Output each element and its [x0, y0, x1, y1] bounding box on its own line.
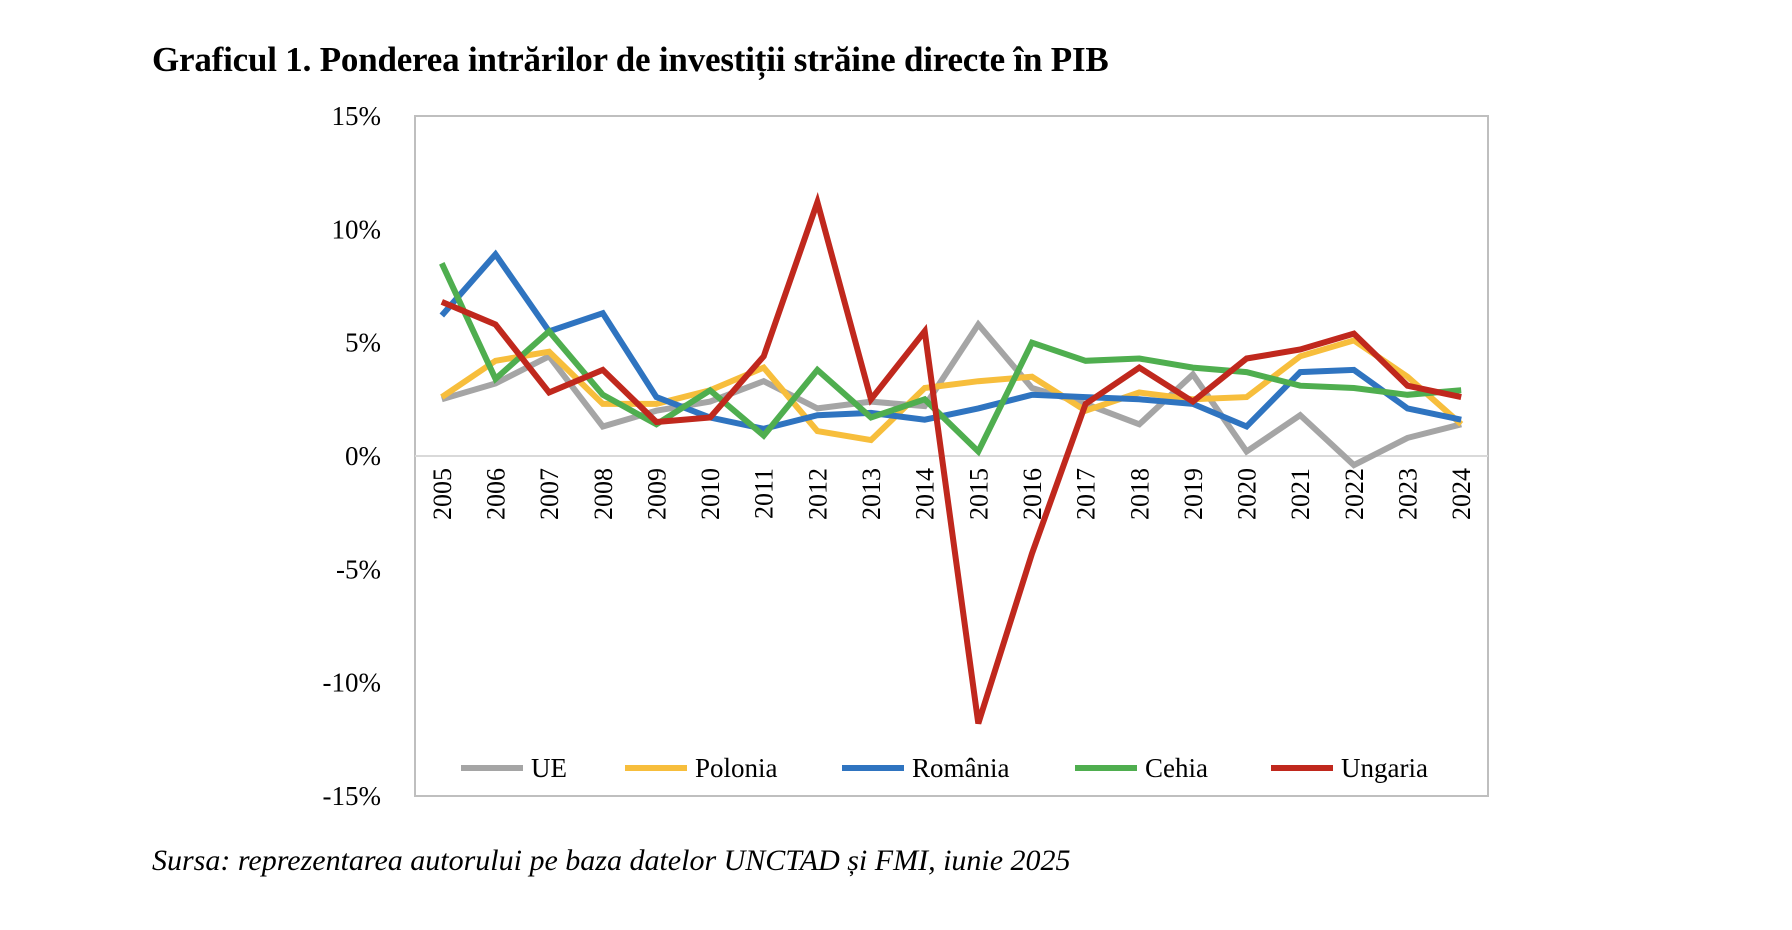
y-axis-ticks: 15% 10% 5% 0% -5% -10% -15% — [323, 101, 381, 811]
x-tick-label: 2020 — [1233, 468, 1262, 520]
x-tick-label: 2012 — [803, 468, 832, 520]
source-note: Sursa: reprezentarea autorului pe baza d… — [152, 844, 1071, 877]
legend-label: Ungaria — [1341, 753, 1428, 783]
legend-label: UE — [531, 753, 567, 783]
chart-title: Graficul 1. Ponderea intrărilor de inves… — [152, 40, 1109, 79]
x-tick-label: 2007 — [535, 468, 564, 520]
x-tick-label: 2024 — [1447, 468, 1476, 520]
x-tick-label: 2011 — [750, 468, 779, 519]
y-tick-label: 0% — [345, 441, 381, 471]
x-tick-label: 2008 — [589, 468, 618, 520]
y-tick-label: 10% — [332, 214, 382, 244]
x-tick-label: 2017 — [1072, 468, 1101, 520]
x-tick-label: 2021 — [1286, 468, 1315, 520]
x-tick-label: 2023 — [1394, 468, 1423, 520]
y-tick-label: -15% — [323, 781, 381, 811]
x-tick-label: 2019 — [1179, 468, 1208, 520]
x-tick-label: 2014 — [911, 468, 940, 520]
series-line-cehia — [439, 262, 1462, 457]
legend-label: Polonia — [695, 753, 778, 783]
x-tick-label: 2005 — [428, 468, 457, 520]
x-tick-label: 2015 — [964, 468, 993, 520]
series-line-ue — [440, 319, 1462, 469]
x-tick-label: 2018 — [1125, 468, 1154, 520]
series-lines — [439, 191, 1464, 725]
x-tick-label: 2006 — [481, 468, 510, 520]
y-tick-label: 5% — [345, 328, 381, 358]
y-tick-label: -10% — [323, 668, 381, 698]
x-tick-label: 2022 — [1340, 468, 1369, 520]
x-tick-label: 2010 — [696, 468, 725, 520]
x-tick-label: 2013 — [857, 468, 886, 520]
x-axis-ticks: 2005 2006 2007 2008 2009 2010 2011 2012 2013 2014… — [428, 468, 1476, 520]
x-tick-label: 2009 — [642, 468, 671, 520]
legend-label: România — [912, 753, 1009, 783]
legend-label: Cehia — [1145, 753, 1208, 783]
legend: UE Polonia România Cehia Ungaria — [461, 753, 1428, 783]
y-tick-label: -5% — [336, 554, 381, 584]
x-tick-label: 2016 — [1018, 468, 1047, 520]
y-tick-label: 15% — [332, 101, 382, 131]
series-line-ungaria — [440, 191, 1462, 725]
series-line-polonia — [440, 337, 1464, 444]
